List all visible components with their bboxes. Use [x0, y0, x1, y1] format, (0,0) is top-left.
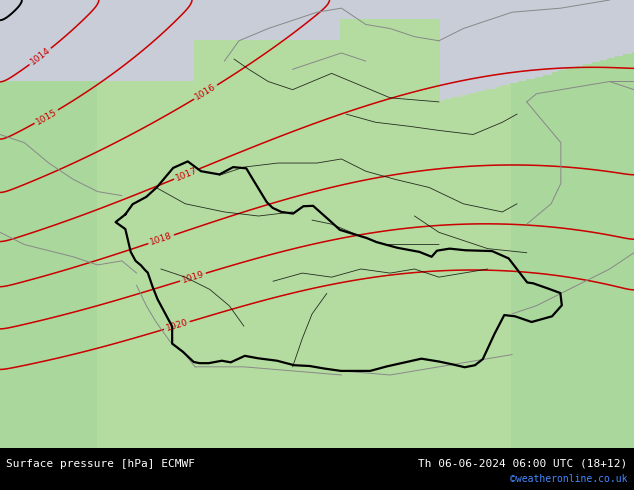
- Text: 1015: 1015: [34, 107, 58, 126]
- Text: 1014: 1014: [29, 46, 52, 67]
- Text: Th 06-06-2024 06:00 UTC (18+12): Th 06-06-2024 06:00 UTC (18+12): [418, 459, 628, 469]
- Text: 1017: 1017: [174, 166, 199, 183]
- Text: Surface pressure [hPa] ECMWF: Surface pressure [hPa] ECMWF: [6, 459, 195, 469]
- Text: ©weatheronline.co.uk: ©weatheronline.co.uk: [510, 474, 628, 484]
- Text: 1020: 1020: [165, 318, 189, 333]
- Text: 1016: 1016: [193, 82, 218, 102]
- Text: 1018: 1018: [149, 231, 174, 247]
- Text: 1019: 1019: [181, 270, 205, 285]
